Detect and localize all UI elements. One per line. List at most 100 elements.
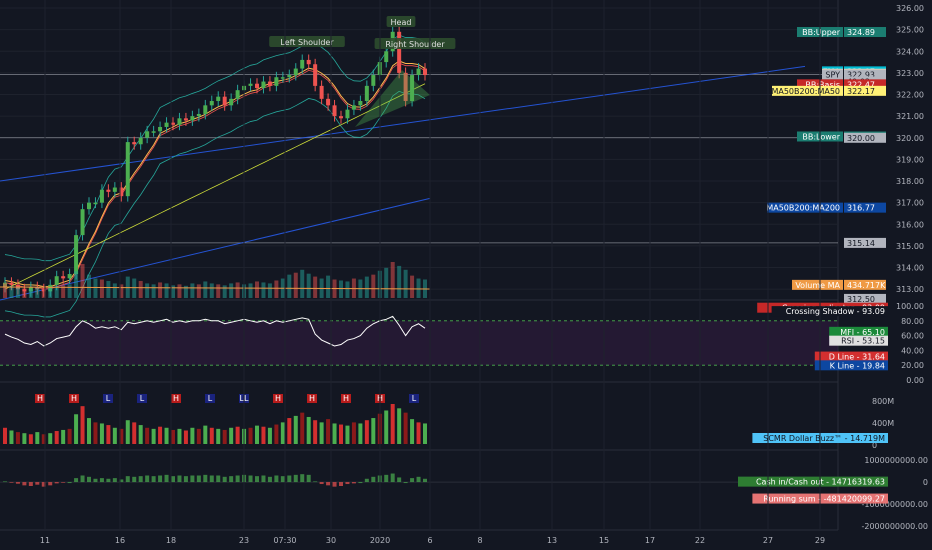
- candle-body: [371, 75, 376, 86]
- cash-bar: [67, 482, 72, 484]
- candle-body: [99, 189, 104, 203]
- pattern-annotation: Head: [391, 18, 412, 27]
- price-tag-name: BB:Upper: [802, 28, 841, 37]
- buzz-marker-box: [137, 394, 147, 403]
- volume-bar: [54, 286, 59, 298]
- candle-body: [287, 75, 292, 78]
- cash-bar: [261, 475, 266, 483]
- price-tick-label: 324.00: [896, 47, 924, 56]
- cash-bar: [403, 482, 408, 484]
- candle-body: [255, 83, 259, 89]
- volume-bar: [41, 289, 46, 298]
- pattern-annotation-box: [374, 38, 456, 49]
- buzz-marker: L: [412, 394, 417, 403]
- buzz-bar: [229, 427, 234, 444]
- cash-bar: [416, 476, 421, 483]
- volume-bar: [222, 285, 227, 298]
- price-tick-label: 317.00: [896, 199, 924, 208]
- buzz-marker: H: [37, 394, 43, 403]
- osc-tag: RSI - 53.15: [841, 337, 885, 346]
- volume-bar: [293, 272, 298, 298]
- candle-body: [138, 137, 143, 145]
- price-tag-value: 316.77: [847, 204, 875, 213]
- price-tag-name-box: [767, 202, 843, 213]
- osc-tag: MFI - 65.10: [840, 328, 885, 337]
- cash-tick-label: 1000000000.00: [864, 456, 928, 465]
- cash-bar: [145, 475, 150, 483]
- cash-bar: [364, 478, 369, 483]
- cash-bar: [119, 479, 124, 483]
- buzz-bar: [183, 430, 188, 444]
- buzz-bar: [261, 426, 266, 444]
- candle-body: [209, 101, 214, 106]
- candle-body: [125, 142, 130, 197]
- cash-bar: [54, 482, 59, 484]
- ma50-line: [4, 83, 426, 290]
- volume-bar: [22, 288, 27, 298]
- candle-body: [248, 83, 253, 86]
- time-tick-label: 27: [763, 536, 773, 545]
- candle-body: [280, 77, 285, 79]
- pattern-annotation: Right Shoulder: [385, 40, 445, 49]
- price-tag-value-box: [844, 202, 886, 213]
- price-tag-value: 322.47: [847, 80, 875, 89]
- candle-body: [132, 142, 137, 145]
- buzz-marker-box: [409, 394, 419, 403]
- cash-bar: [371, 476, 376, 483]
- cash-bar: [171, 476, 175, 483]
- price-tick-label: 323.00: [896, 69, 924, 78]
- cash-bar: [384, 474, 389, 483]
- buzz-bar: [326, 419, 331, 444]
- volume-bar: [106, 280, 111, 298]
- buzz-bar: [280, 422, 285, 444]
- volume-bar: [203, 281, 208, 298]
- volume-bar: [384, 267, 389, 298]
- cash-bar: [300, 474, 305, 483]
- candle-body: [61, 276, 66, 279]
- cash-bar: [235, 475, 240, 483]
- volume-bar: [287, 274, 292, 298]
- price-tag-value-box: [844, 27, 886, 38]
- volume-bar: [48, 288, 53, 298]
- volume-bar: [364, 276, 369, 298]
- cash-bar: [267, 476, 272, 483]
- candle-body: [171, 122, 175, 125]
- buzz-marker: L: [140, 394, 145, 403]
- candle-body: [48, 284, 53, 292]
- volume-bar: [3, 283, 7, 298]
- buzz-bar: [358, 423, 363, 444]
- candle-body: [74, 235, 79, 275]
- price-tag-name-box: [772, 85, 843, 96]
- bb-lower-line: [4, 90, 426, 318]
- volume-bar: [255, 281, 259, 298]
- candle-body: [306, 59, 311, 65]
- candle-body: [229, 98, 234, 106]
- price-tag-name: BB:Lower: [802, 132, 840, 141]
- candle-body: [164, 122, 169, 127]
- buzz-marker: H: [343, 394, 349, 403]
- trend-line-upper: [0, 65, 806, 182]
- buzz-bar: [138, 425, 143, 444]
- cash-tag-box: [738, 476, 888, 487]
- cash-bar: [99, 478, 104, 483]
- candle-body: [267, 81, 272, 86]
- price-tick-label: 325.00: [896, 26, 924, 35]
- rsi-band: [0, 320, 838, 366]
- cash-bar: [255, 476, 259, 483]
- rsi-line: [4, 315, 426, 347]
- cash-bar: [106, 478, 111, 483]
- cash-bar: [41, 482, 46, 487]
- volume-bar: [132, 278, 137, 298]
- cash-bar: [138, 476, 143, 483]
- osc-tick-label: 100.00: [896, 302, 924, 311]
- volume-bar: [35, 287, 40, 298]
- volume-bar: [9, 285, 14, 298]
- cash-bar: [48, 482, 53, 486]
- volume-bar: [80, 263, 85, 298]
- buzz-bar: [3, 427, 7, 444]
- cash-bar: [80, 475, 85, 483]
- cash-bar: [164, 474, 169, 483]
- buzz-bar: [332, 423, 337, 444]
- candle-body: [300, 59, 305, 69]
